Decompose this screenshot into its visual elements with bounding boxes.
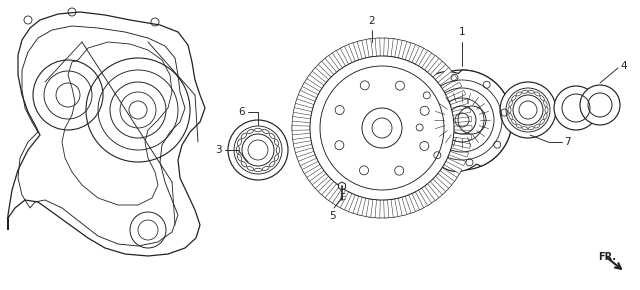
Polygon shape <box>312 173 328 188</box>
Polygon shape <box>412 192 424 210</box>
Polygon shape <box>296 99 314 108</box>
Polygon shape <box>375 200 380 218</box>
Polygon shape <box>398 197 407 216</box>
Polygon shape <box>398 40 407 59</box>
Polygon shape <box>405 43 415 61</box>
Polygon shape <box>318 179 334 195</box>
Polygon shape <box>307 168 324 181</box>
Circle shape <box>310 56 454 200</box>
Polygon shape <box>391 39 398 57</box>
Polygon shape <box>366 39 373 57</box>
Text: 2: 2 <box>369 16 375 26</box>
Polygon shape <box>357 197 366 216</box>
Polygon shape <box>384 38 389 56</box>
Polygon shape <box>325 184 339 201</box>
Polygon shape <box>318 61 334 77</box>
Polygon shape <box>453 133 472 139</box>
Circle shape <box>292 38 472 218</box>
Text: FR.: FR. <box>598 252 616 262</box>
Polygon shape <box>332 188 346 206</box>
Polygon shape <box>424 55 439 72</box>
Polygon shape <box>444 82 462 95</box>
Polygon shape <box>447 155 466 166</box>
Polygon shape <box>435 173 452 188</box>
Polygon shape <box>349 195 359 213</box>
Polygon shape <box>419 50 431 68</box>
Polygon shape <box>450 148 468 157</box>
Polygon shape <box>430 61 445 77</box>
Polygon shape <box>412 70 512 171</box>
Polygon shape <box>375 38 380 56</box>
Polygon shape <box>340 192 352 210</box>
Polygon shape <box>293 141 312 148</box>
Polygon shape <box>412 46 424 64</box>
Text: 5: 5 <box>329 211 335 221</box>
Circle shape <box>500 82 556 138</box>
Polygon shape <box>332 50 346 68</box>
Text: 6: 6 <box>238 107 245 117</box>
Polygon shape <box>325 55 339 72</box>
Polygon shape <box>454 126 472 130</box>
Polygon shape <box>419 188 431 206</box>
Text: 1: 1 <box>459 27 465 37</box>
Polygon shape <box>298 155 317 166</box>
Polygon shape <box>312 68 328 83</box>
Polygon shape <box>302 161 320 174</box>
Polygon shape <box>450 99 468 108</box>
Polygon shape <box>391 199 398 217</box>
Polygon shape <box>430 179 445 195</box>
Text: 4: 4 <box>620 61 627 71</box>
Polygon shape <box>349 43 359 61</box>
Polygon shape <box>298 90 317 101</box>
Text: 7: 7 <box>564 137 571 147</box>
Polygon shape <box>292 117 310 123</box>
Polygon shape <box>440 75 457 88</box>
Polygon shape <box>307 75 324 88</box>
Text: 3: 3 <box>216 145 222 155</box>
Polygon shape <box>296 148 314 157</box>
Polygon shape <box>424 184 439 201</box>
Polygon shape <box>340 46 352 64</box>
Circle shape <box>580 85 620 125</box>
Circle shape <box>554 86 598 130</box>
Polygon shape <box>302 82 320 95</box>
Polygon shape <box>447 90 466 101</box>
Polygon shape <box>452 108 470 115</box>
Polygon shape <box>384 200 389 218</box>
Polygon shape <box>444 161 462 174</box>
Polygon shape <box>435 68 452 83</box>
Polygon shape <box>292 126 310 130</box>
Polygon shape <box>405 195 415 213</box>
Polygon shape <box>366 199 373 217</box>
Polygon shape <box>339 182 346 190</box>
Polygon shape <box>452 141 470 148</box>
Polygon shape <box>8 12 205 256</box>
Polygon shape <box>440 168 457 181</box>
Polygon shape <box>357 40 366 59</box>
Circle shape <box>412 70 512 170</box>
Polygon shape <box>453 117 472 123</box>
Polygon shape <box>292 133 310 139</box>
Polygon shape <box>293 108 312 115</box>
